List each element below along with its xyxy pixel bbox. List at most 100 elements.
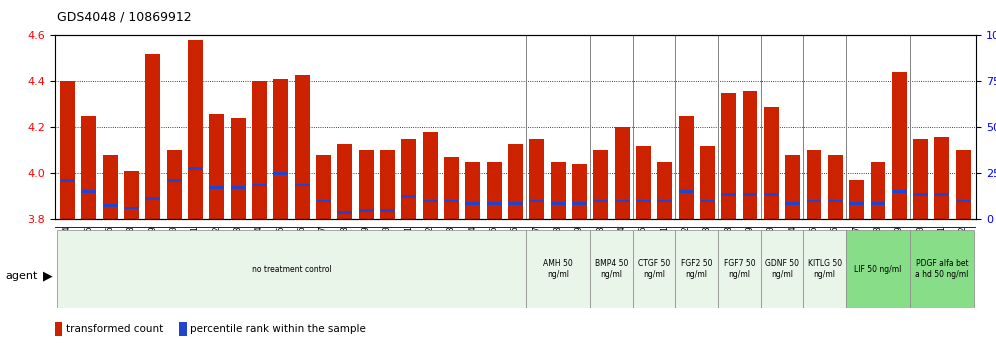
Bar bbox=[700, 146, 715, 219]
Text: FGF7 50
ng/ml: FGF7 50 ng/ml bbox=[723, 259, 755, 279]
Text: agent: agent bbox=[5, 271, 38, 281]
Bar bbox=[678, 190, 693, 193]
Bar bbox=[529, 139, 544, 219]
FancyBboxPatch shape bbox=[846, 230, 910, 308]
Text: GDS4048 / 10869912: GDS4048 / 10869912 bbox=[57, 11, 191, 24]
Bar bbox=[295, 75, 310, 219]
Bar bbox=[635, 200, 650, 202]
FancyBboxPatch shape bbox=[590, 230, 632, 308]
Bar bbox=[166, 179, 181, 182]
Bar bbox=[82, 116, 97, 219]
Bar bbox=[678, 116, 693, 219]
Bar bbox=[913, 139, 928, 219]
Bar bbox=[124, 171, 139, 219]
Bar bbox=[380, 150, 395, 219]
Bar bbox=[401, 139, 416, 219]
Text: BMP4 50
ng/ml: BMP4 50 ng/ml bbox=[595, 259, 628, 279]
Bar bbox=[103, 204, 118, 207]
Bar bbox=[615, 200, 629, 202]
Text: CTGF 50
ng/ml: CTGF 50 ng/ml bbox=[637, 259, 670, 279]
Text: AMH 50
ng/ml: AMH 50 ng/ml bbox=[543, 259, 573, 279]
Text: GDNF 50
ng/ml: GDNF 50 ng/ml bbox=[765, 259, 799, 279]
Text: LIF 50 ng/ml: LIF 50 ng/ml bbox=[855, 264, 901, 274]
Bar bbox=[252, 81, 267, 219]
FancyBboxPatch shape bbox=[718, 230, 761, 308]
Bar bbox=[316, 200, 331, 202]
Text: no treatment control: no treatment control bbox=[252, 264, 332, 274]
Bar bbox=[934, 193, 949, 195]
Bar bbox=[828, 155, 843, 219]
Bar bbox=[401, 195, 416, 198]
Bar bbox=[145, 198, 160, 200]
Bar bbox=[594, 150, 609, 219]
Bar bbox=[850, 181, 865, 219]
Bar bbox=[273, 79, 288, 219]
Bar bbox=[188, 40, 203, 219]
Bar bbox=[934, 137, 949, 219]
Text: transformed count: transformed count bbox=[66, 324, 163, 334]
Bar bbox=[179, 322, 187, 336]
Bar bbox=[359, 209, 374, 212]
Bar bbox=[166, 150, 181, 219]
Text: FGF2 50
ng/ml: FGF2 50 ng/ml bbox=[681, 259, 712, 279]
Bar bbox=[743, 91, 758, 219]
Bar bbox=[551, 162, 566, 219]
Bar bbox=[615, 127, 629, 219]
Bar bbox=[721, 93, 736, 219]
Bar bbox=[316, 155, 331, 219]
FancyBboxPatch shape bbox=[526, 230, 590, 308]
Bar bbox=[956, 150, 971, 219]
Bar bbox=[338, 144, 353, 219]
Bar bbox=[508, 202, 523, 205]
Bar bbox=[252, 184, 267, 186]
Bar bbox=[60, 179, 75, 182]
Bar bbox=[380, 209, 395, 212]
Bar bbox=[551, 202, 566, 205]
Bar bbox=[188, 167, 203, 170]
Bar bbox=[231, 186, 246, 189]
Bar bbox=[508, 144, 523, 219]
Bar bbox=[338, 211, 353, 214]
Bar bbox=[891, 190, 906, 193]
Text: ▶: ▶ bbox=[43, 270, 53, 282]
Bar bbox=[209, 114, 224, 219]
Bar bbox=[273, 172, 288, 175]
Bar bbox=[764, 107, 779, 219]
Bar bbox=[572, 202, 587, 205]
Bar bbox=[657, 162, 672, 219]
Bar bbox=[956, 200, 971, 202]
Bar bbox=[529, 200, 544, 202]
FancyBboxPatch shape bbox=[57, 230, 526, 308]
Bar bbox=[82, 190, 97, 193]
FancyBboxPatch shape bbox=[761, 230, 804, 308]
Bar bbox=[465, 162, 480, 219]
Bar bbox=[807, 200, 822, 202]
Bar bbox=[55, 322, 62, 336]
Bar bbox=[124, 207, 139, 209]
Bar bbox=[295, 184, 310, 186]
Bar bbox=[103, 155, 118, 219]
Bar bbox=[657, 200, 672, 202]
Bar bbox=[828, 200, 843, 202]
Bar bbox=[465, 202, 480, 205]
Text: percentile rank within the sample: percentile rank within the sample bbox=[190, 324, 367, 334]
Bar bbox=[487, 202, 502, 205]
FancyBboxPatch shape bbox=[632, 230, 675, 308]
Bar bbox=[785, 155, 800, 219]
Text: PDGF alfa bet
a hd 50 ng/ml: PDGF alfa bet a hd 50 ng/ml bbox=[915, 259, 969, 279]
Bar bbox=[743, 193, 758, 195]
Bar bbox=[487, 162, 502, 219]
Bar bbox=[785, 202, 800, 205]
FancyBboxPatch shape bbox=[910, 230, 974, 308]
Bar bbox=[721, 193, 736, 195]
Bar bbox=[572, 164, 587, 219]
Bar bbox=[594, 200, 609, 202]
Bar bbox=[871, 202, 885, 205]
FancyBboxPatch shape bbox=[804, 230, 846, 308]
Text: KITLG 50
ng/ml: KITLG 50 ng/ml bbox=[808, 259, 842, 279]
Bar bbox=[145, 54, 160, 219]
Bar bbox=[700, 200, 715, 202]
Bar bbox=[807, 150, 822, 219]
Bar bbox=[422, 200, 437, 202]
Bar bbox=[444, 200, 459, 202]
